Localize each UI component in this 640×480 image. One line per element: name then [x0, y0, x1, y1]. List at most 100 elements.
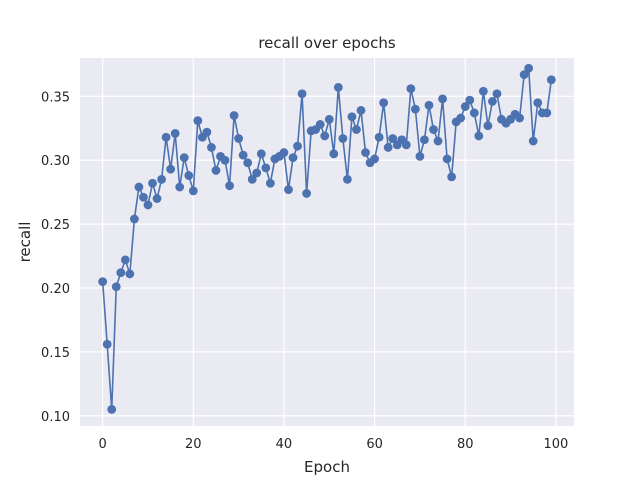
data-point — [469, 108, 479, 118]
data-point — [524, 63, 534, 73]
data-point — [279, 148, 289, 157]
data-point — [352, 125, 361, 134]
data-point — [361, 148, 370, 157]
data-point — [193, 116, 203, 126]
data-point — [157, 174, 166, 184]
data-point — [261, 163, 271, 173]
data-point — [207, 143, 216, 152]
gridlines — [80, 58, 574, 426]
data-point — [424, 100, 434, 110]
data-point — [456, 113, 466, 123]
data-point — [134, 182, 144, 192]
y-axis-label: recall — [16, 222, 34, 263]
data-point — [284, 185, 293, 195]
data-point — [356, 105, 366, 115]
data-point — [483, 121, 493, 131]
y-tick-label: 0.20 — [41, 282, 70, 297]
data-point — [265, 178, 275, 188]
y-tick-label: 0.35 — [41, 90, 70, 105]
data-point — [166, 164, 176, 174]
data-point — [420, 135, 429, 145]
data-point — [202, 127, 212, 137]
data-point — [302, 189, 312, 198]
x-tick-label: 80 — [457, 437, 474, 452]
data-point — [347, 112, 357, 122]
x-tick-labels: 0 20 40 60 80 100 — [99, 437, 569, 452]
data-points — [98, 63, 556, 414]
data-point — [152, 194, 162, 203]
data-point — [474, 131, 484, 141]
data-point — [438, 94, 447, 104]
data-point — [546, 75, 556, 85]
data-point — [247, 174, 257, 184]
data-point — [243, 158, 253, 168]
data-point — [492, 89, 502, 99]
data-point — [220, 155, 230, 165]
y-tick-label: 0.10 — [41, 410, 70, 425]
data-point — [447, 172, 457, 182]
data-point — [460, 102, 470, 111]
x-tick-label: 60 — [366, 437, 383, 452]
data-point — [329, 149, 339, 159]
data-point — [410, 104, 420, 114]
data-point — [98, 277, 108, 287]
data-point — [125, 269, 135, 279]
data-point — [107, 404, 117, 414]
data-point — [143, 200, 153, 210]
data-point — [383, 143, 393, 152]
data-point — [429, 125, 438, 134]
x-tick-label: 0 — [99, 437, 107, 452]
data-point — [333, 82, 343, 92]
data-point — [225, 181, 234, 191]
data-point — [238, 150, 248, 160]
data-point — [111, 282, 121, 292]
y-tick-label: 0.30 — [41, 154, 70, 169]
data-point — [415, 151, 425, 161]
y-tick-label: 0.15 — [41, 346, 70, 361]
data-point — [478, 86, 488, 96]
data-point — [129, 214, 139, 224]
data-point — [488, 97, 497, 106]
data-point — [161, 132, 171, 142]
data-point — [342, 174, 352, 184]
data-point — [324, 114, 334, 124]
x-tick-label: 20 — [185, 437, 202, 452]
data-point — [370, 154, 379, 164]
data-point — [442, 154, 452, 164]
data-point — [184, 171, 194, 180]
x-tick-label: 100 — [543, 437, 568, 452]
data-point — [188, 186, 198, 196]
data-point — [320, 131, 330, 141]
data-point — [139, 192, 148, 202]
data-point — [179, 153, 189, 163]
data-point — [465, 95, 475, 105]
data-point — [102, 339, 112, 349]
data-point — [252, 168, 262, 178]
data-point — [374, 132, 384, 142]
data-point — [256, 149, 266, 159]
recall-series-line — [101, 65, 553, 410]
data-point — [533, 98, 543, 108]
data-point — [315, 120, 325, 129]
data-point — [175, 182, 185, 192]
y-tick-label: 0.25 — [41, 218, 70, 233]
data-point — [288, 153, 298, 163]
data-point — [519, 70, 529, 80]
data-point — [116, 268, 126, 278]
data-point — [433, 136, 443, 146]
chart-title: recall over epochs — [258, 34, 396, 52]
y-tick-labels: 0.10 0.15 0.20 0.25 0.30 0.35 — [41, 90, 70, 424]
x-axis-label: Epoch — [304, 458, 350, 476]
data-point — [338, 134, 348, 143]
data-point — [388, 134, 398, 143]
data-point — [528, 136, 538, 146]
data-point — [406, 84, 416, 94]
data-point — [297, 89, 307, 99]
data-point — [211, 166, 221, 175]
data-point — [515, 113, 525, 123]
data-point — [170, 128, 180, 138]
data-point — [542, 108, 552, 118]
data-point — [293, 141, 302, 151]
data-point — [229, 111, 239, 120]
